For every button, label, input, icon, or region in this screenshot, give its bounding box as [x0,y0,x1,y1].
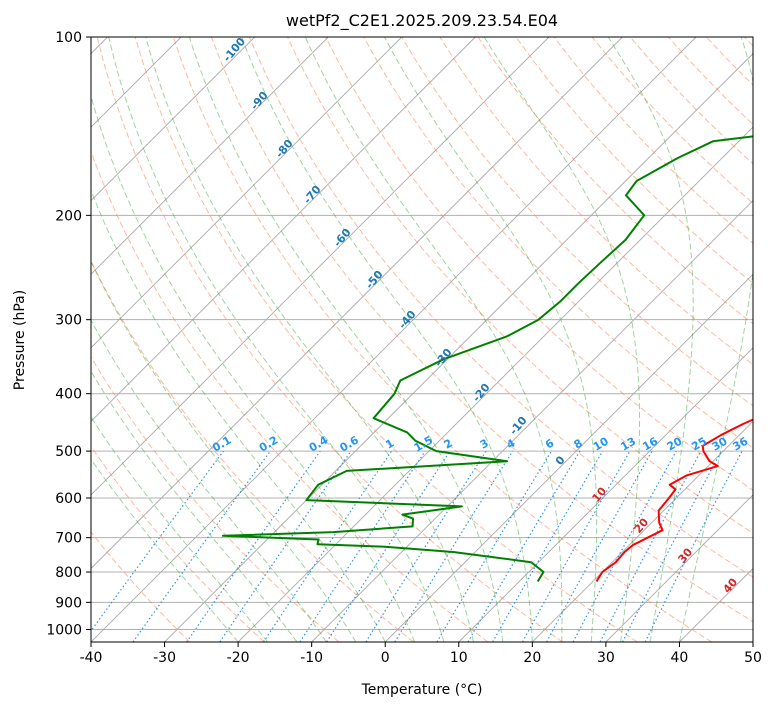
x-tick-label: -40 [80,650,103,666]
mixing-ratio-line [219,450,352,642]
y-tick-label: 500 [55,444,82,460]
x-tick-label: 40 [671,650,689,666]
moist-adiabat-line [91,458,239,642]
isotherm-line [91,37,403,349]
mixing-ratio-line [394,450,514,642]
moist-adiabat-line [483,37,641,642]
isotherm-line [91,37,623,570]
dry-adiabat-line [439,37,753,366]
axis-ticks: -40 -30 -20 -10 0 10 20 30 40 50 100 200 300 400 500 60… [46,30,762,666]
dry-adiabat-line [91,445,265,642]
dry-adiabat-line [91,531,191,642]
moist-adiabat-line [188,37,504,642]
isotherm-line [91,37,697,642]
isotherm-line [91,37,476,422]
dry-adiabat-line [210,37,753,623]
dry-adiabat-line [134,37,638,642]
mixing-ratio-line [132,450,271,642]
mixing-ratio-line [326,450,451,642]
isotherm-line [91,37,329,275]
data-lines [221,135,753,583]
moist-adiabat-line [91,370,298,642]
dry-adiabat-line [287,37,753,534]
isotherm-line [164,52,753,642]
isotherm-line [91,37,550,496]
moist-adiabat-line [91,416,268,642]
dry-adiabat-line [401,37,753,407]
background-lines [91,37,753,642]
dry-adiabat-line [91,259,414,642]
temperature-profile-line [595,418,753,583]
y-tick-label: 400 [55,387,82,403]
y-tick-label: 300 [55,313,82,329]
moist-adiabat-line [145,37,474,642]
dry-adiabat-line [248,37,753,578]
x-tick-label: 10 [450,650,468,666]
dry-adiabat-line [515,37,753,284]
moist-adiabat-line [678,37,753,642]
x-tick-label: 0 [381,650,390,666]
x-tick-label: -30 [153,650,176,666]
mixing-ratio-line [262,450,392,642]
moist-adiabat-line [304,37,563,642]
isotherm-line [458,347,753,642]
y-tick-label: 600 [55,491,82,507]
dry-adiabat-line [96,37,563,642]
y-tick-label: 900 [55,595,82,611]
chart-title: wetPf2_C2E1.2025.209.23.54.E04 [286,11,558,31]
dewpoint-profile-line [221,135,753,583]
plot-frame [90,36,754,643]
mixing-ratio-line [546,450,653,642]
mixing-ratio-line [299,450,426,642]
y-tick-label: 200 [55,208,82,224]
x-tick-label: -10 [300,650,323,666]
isotherm-line [384,273,753,642]
mixing-ratio-line [644,450,743,642]
mixing-ratio-line [186,450,321,642]
y-axis-label: Pressure (hPa) [12,290,28,390]
mixing-ratio-line [91,450,224,632]
y-tick-label: 100 [55,30,82,46]
isotherm-line [605,494,753,642]
isotherm-line [532,420,753,642]
x-tick-label: 20 [523,650,541,666]
x-tick-label: 30 [597,650,615,666]
moist-adiabat-line [108,37,445,642]
moist-adiabat-line [241,37,533,642]
moist-adiabat-line [91,319,327,642]
y-tick-label: 1000 [46,622,82,638]
dry-adiabat-line [172,37,713,642]
y-tick-label: 700 [55,531,82,547]
mixing-ratio-line [521,450,631,642]
x-tick-label: 50 [744,650,762,666]
moist-adiabat-line [384,37,598,642]
x-tick-label: -20 [227,650,250,666]
moist-adiabat-line [91,260,357,642]
y-tick-label: 800 [55,565,82,581]
dry-adiabat-line [91,356,340,642]
dry-adiabat-line [91,150,489,642]
isotherm-line [91,37,255,202]
moist-adiabat-line [91,94,416,642]
x-axis-label: Temperature (°C) [361,682,483,698]
moist-adiabat-line [91,188,386,642]
moist-adiabat-line [607,37,694,642]
